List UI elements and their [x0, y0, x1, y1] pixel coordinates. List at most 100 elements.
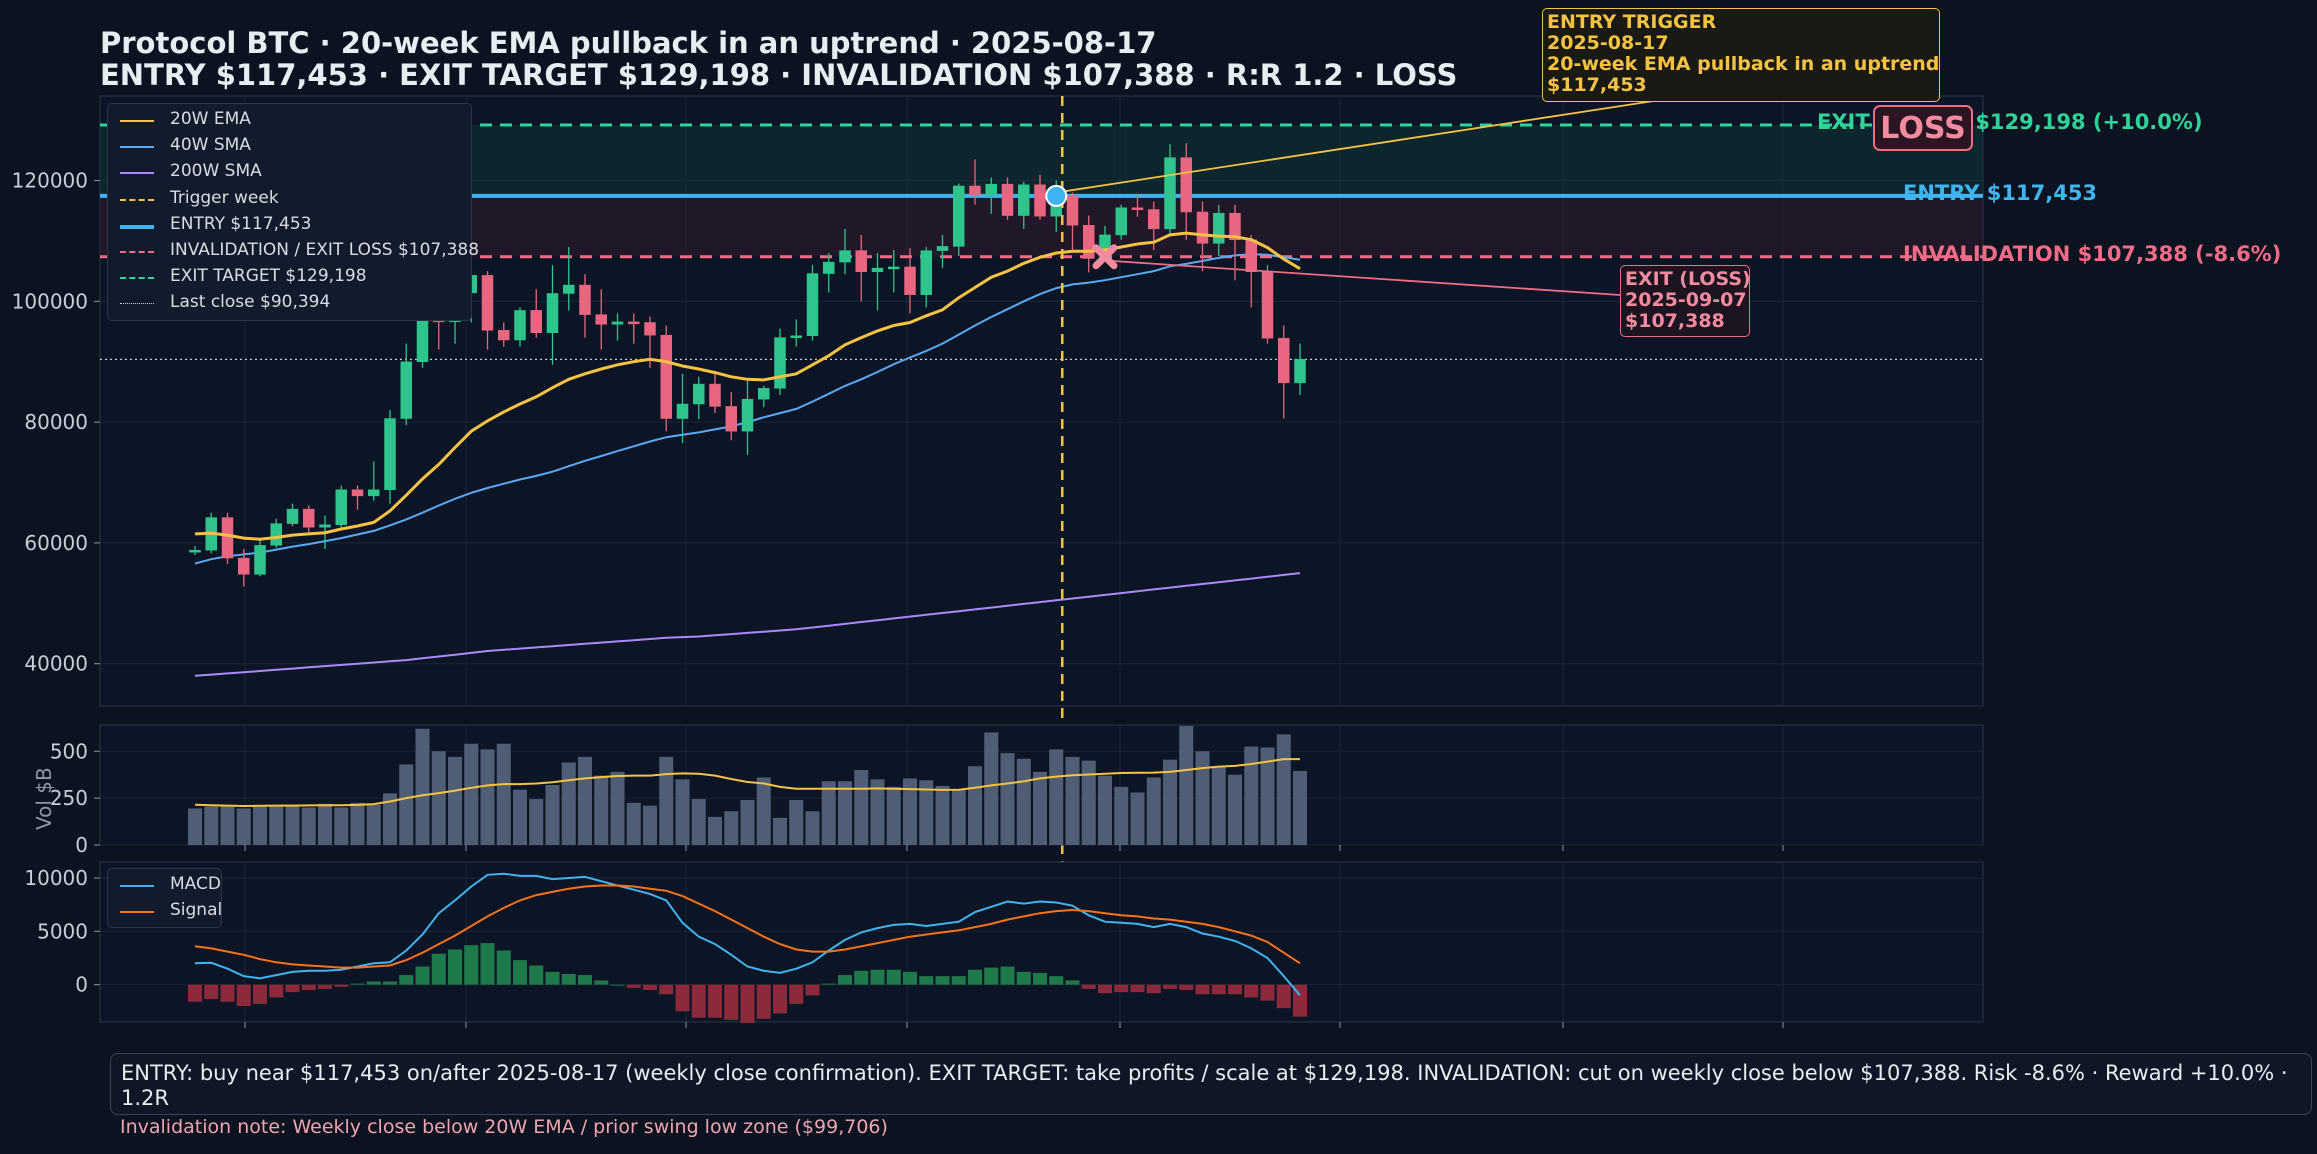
macd-histogram-bar: [188, 984, 202, 1002]
macd-histogram-bar: [675, 984, 690, 1012]
candle-bull: [611, 321, 624, 325]
candle-bear: [221, 517, 234, 559]
volume-ma-series: [194, 758, 1300, 808]
volume-bar: [919, 780, 934, 845]
trade-plan-note: ENTRY: buy near $117,453 on/after 2025-0…: [110, 1053, 2312, 1115]
volume-bar: [935, 785, 950, 845]
macd-histogram-bar: [496, 950, 511, 985]
volume-bar: [1179, 725, 1194, 845]
invalidation-level-label: INVALIDATION $107,388 (-8.6%): [1903, 242, 2282, 266]
macd-histogram-bar: [724, 984, 739, 1020]
volume-bar: [691, 799, 706, 845]
y-tick-label: 0: [75, 833, 88, 857]
exit-loss-annotation: EXIT (LOSS) 2025-09-07 $107,388: [1620, 265, 1751, 337]
volume-bar: [220, 806, 235, 845]
macd-histogram-bar: [773, 984, 787, 1014]
macd-histogram-bar: [1260, 984, 1275, 1001]
candle-bull: [823, 261, 835, 274]
macd-histogram-bar: [1016, 971, 1031, 985]
macd-histogram-bar: [854, 970, 869, 985]
volume-bar: [1081, 760, 1096, 845]
volume-bar: [204, 806, 219, 845]
candle-bull: [936, 246, 949, 251]
macd-histogram-bar: [805, 984, 820, 996]
sma200-series: [194, 572, 1301, 677]
volume-bar: [984, 732, 999, 845]
macd-histogram-bar: [366, 981, 381, 985]
legend-label: INVALIDATION / EXIT LOSS $107,388: [170, 240, 480, 260]
macd-histogram-bar: [903, 971, 917, 985]
macd-histogram-bar: [740, 984, 755, 1024]
entry-trigger-annotation: ENTRY TRIGGER 2025-08-17 20-week EMA pul…: [1542, 8, 1940, 102]
macd-histogram-bar: [821, 983, 836, 985]
candle-bear: [579, 284, 591, 315]
macd-histogram-bar: [935, 976, 950, 985]
entry-marker: [1045, 184, 1068, 207]
price-legend: 20W EMA 40W SMA 200W SMA Trigger week ENTRY …: [107, 103, 479, 321]
candle-bear: [238, 557, 250, 575]
volume-bar: [886, 786, 901, 845]
legend-swatch: [120, 120, 154, 122]
legend-label: MACD: [170, 874, 221, 894]
exit-annotation-line: $107,388: [1625, 310, 1725, 332]
volume-axis-label: Vol $B: [32, 767, 56, 830]
macd-histogram-bar: [448, 949, 462, 985]
macd-histogram-bar: [886, 969, 901, 985]
macd-histogram-bar: [1033, 972, 1047, 985]
volume-bar: [578, 756, 592, 845]
legend-label: 40W SMA: [170, 135, 251, 156]
macd-histogram-bar: [1049, 976, 1064, 985]
macd-histogram-bar: [984, 967, 999, 985]
candle-bull: [254, 545, 266, 575]
candle-bear: [1180, 157, 1192, 213]
macd-histogram-bar: [545, 971, 560, 985]
candle-bear: [1278, 337, 1290, 384]
y-tick-label: 100000: [12, 289, 88, 313]
volume-bar: [561, 762, 576, 845]
candle-bear: [644, 322, 656, 336]
macd-histogram-bar: [789, 984, 804, 1004]
macd-histogram-bar: [610, 984, 625, 986]
volume-bar: [1244, 746, 1259, 845]
macd-histogram-bar: [968, 969, 982, 985]
candle-bear: [1001, 183, 1014, 216]
macd-histogram-bar: [1228, 984, 1242, 995]
candle-bull: [676, 403, 689, 419]
macd-histogram-bar: [1195, 984, 1210, 995]
macd-histogram-bar: [301, 984, 316, 990]
candle-bear: [1131, 207, 1144, 210]
macd-histogram-bar: [561, 974, 576, 985]
candle-bull: [286, 508, 299, 524]
candle-bear: [595, 314, 607, 325]
candle-bull: [335, 489, 347, 526]
volume-bar: [659, 756, 674, 845]
macd-histogram-bar: [643, 984, 657, 990]
candle-bear: [1034, 184, 1046, 217]
volume-bar: [821, 781, 836, 845]
volume-bar: [1293, 770, 1307, 845]
macd-series: [194, 872, 1301, 996]
y-tick-label: 40000: [24, 652, 88, 676]
volume-bar: [334, 807, 349, 845]
candle-bull: [871, 267, 884, 273]
macd-histogram-bar: [529, 965, 544, 985]
volume-bar: [350, 802, 365, 845]
volume-bar: [464, 743, 479, 845]
macd-histogram-bar: [1146, 984, 1161, 994]
volume-bar: [1098, 775, 1112, 845]
candle-bear: [1148, 209, 1160, 230]
volume-bar: [236, 808, 251, 845]
candle-bull: [1294, 359, 1306, 384]
volume-bar: [318, 803, 332, 845]
exit-annotation-connector: [1108, 259, 1621, 296]
volume-bar: [643, 805, 657, 845]
candle-bull: [790, 335, 802, 339]
volume-bar: [951, 789, 966, 845]
macd-histogram-bar: [334, 984, 349, 987]
candle-bull: [774, 337, 786, 389]
macd-histogram-bar: [1130, 984, 1145, 993]
candle-bull: [953, 185, 965, 247]
candle-bear: [303, 508, 315, 528]
volume-bar: [594, 775, 609, 845]
